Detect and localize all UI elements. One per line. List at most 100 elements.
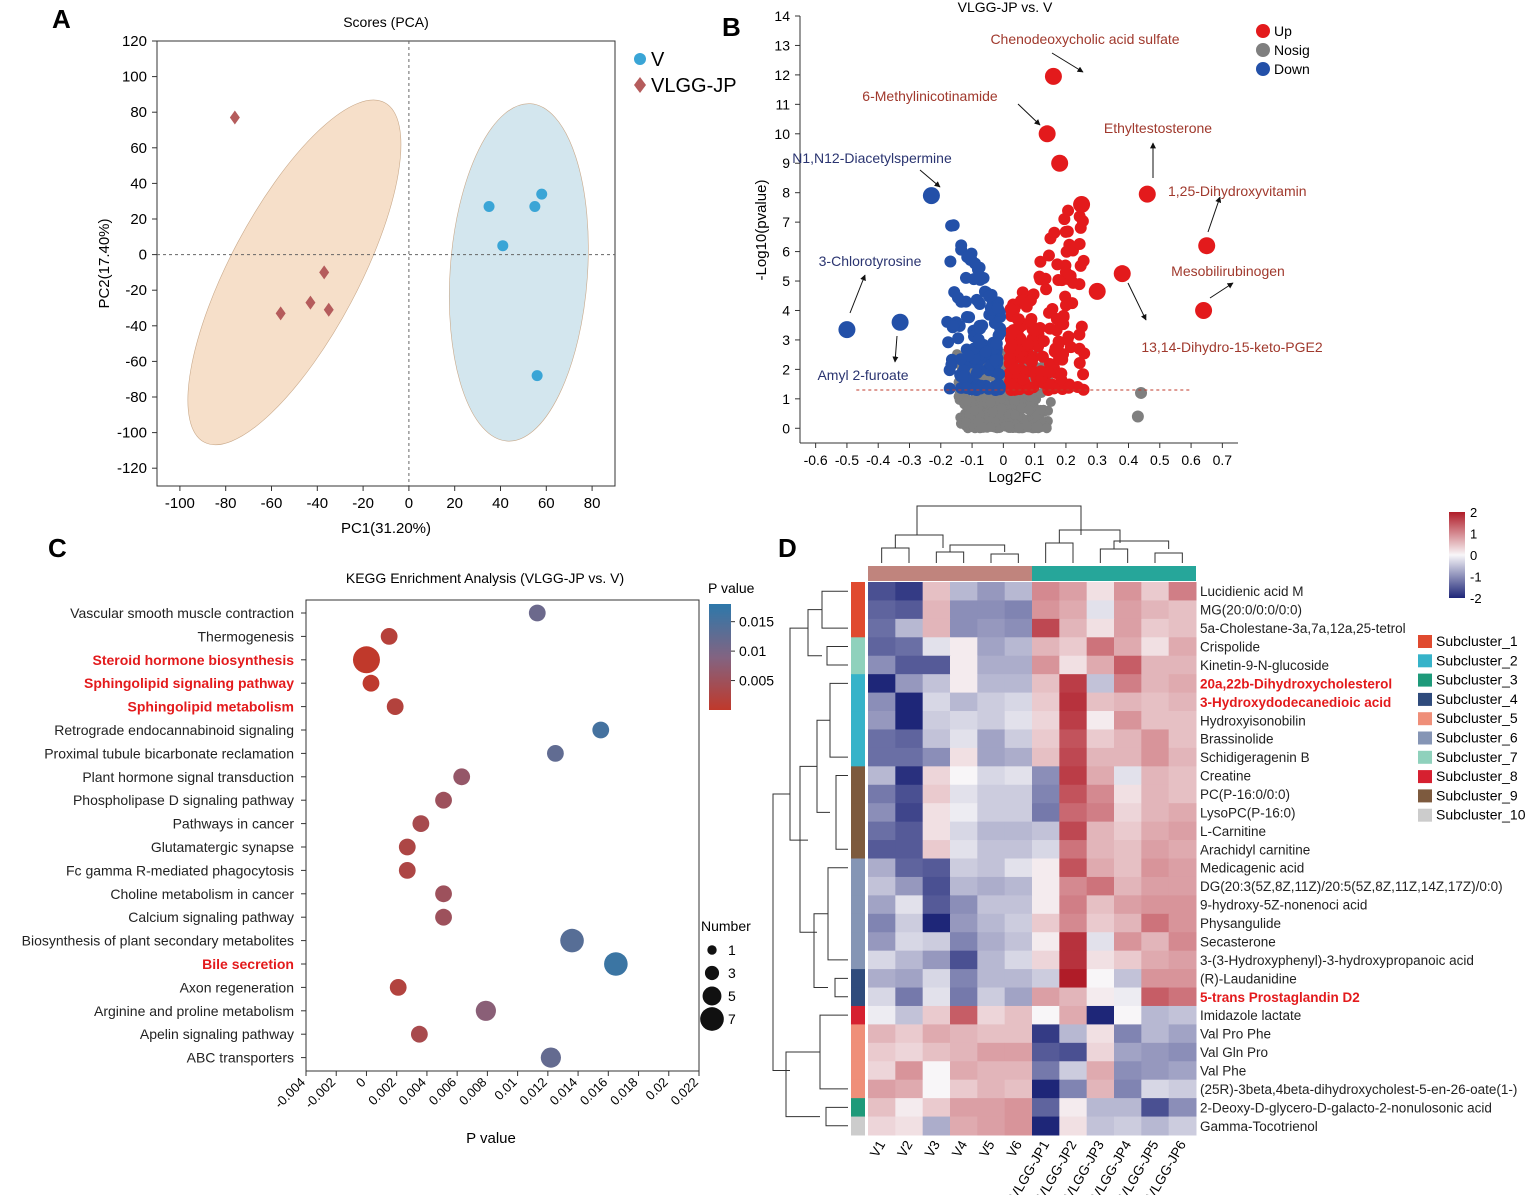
kegg-xtick-label: 0.012 (516, 1075, 550, 1109)
volcano-point-down (974, 273, 987, 286)
dendrogram-link (990, 553, 1019, 563)
pca-xtick-label: -20 (352, 495, 374, 512)
heatmap-cell (1032, 895, 1060, 915)
subcluster-legend-swatch (1418, 712, 1432, 726)
kegg-pathway-label: Plant hormone signal transduction (82, 769, 294, 785)
heatmap-cell (977, 876, 1006, 896)
volcano-point-up (1073, 356, 1086, 369)
heatmap-cell (1086, 858, 1115, 878)
kegg-colorbar-label: 0.015 (739, 614, 774, 630)
pca-xtick-label: 20 (446, 495, 463, 512)
volcano-point-nosig (960, 417, 971, 428)
heatmap-cell (950, 950, 978, 970)
heatmap-cell (1086, 821, 1115, 841)
volcano-ytick-label: 0 (782, 420, 790, 436)
heatmap-cell (1004, 858, 1033, 878)
heatmap-row-cluster (851, 637, 865, 657)
heatmap-cell (1086, 803, 1115, 823)
volcano-point-down (955, 239, 968, 252)
volcano-arrow (1207, 196, 1222, 233)
volcano-point-up (1051, 258, 1064, 271)
heatmap-cell (1141, 821, 1170, 841)
heatmap-cell (1114, 803, 1142, 823)
heatmap-row-label: Secasterone (1200, 934, 1276, 949)
heatmap-cell (1032, 637, 1060, 657)
pca-xtick-label: -100 (165, 495, 195, 512)
heatmap-cell (868, 729, 896, 749)
heatmap-cell (1114, 987, 1142, 1007)
heatmap-row-label: Imidazole lactate (1200, 1008, 1301, 1023)
pca-ellipse-1 (187, 99, 402, 446)
heatmap-row-label: 5a-Cholestane-3a,7a,12a,25-tetrol (1200, 621, 1406, 636)
heatmap-cell (1059, 1024, 1088, 1044)
kegg-pathway-label: Vascular smooth muscle contraction (70, 605, 294, 621)
heatmap-cell (922, 840, 951, 859)
pca-ytick-label: 40 (130, 175, 147, 192)
kegg-size-marker (707, 945, 717, 955)
kegg-pathway-label: Pathways in cancer (173, 816, 295, 832)
kegg-bubble (380, 628, 398, 645)
heatmap-cell (950, 913, 978, 933)
kegg-colorbar-label: 0.005 (739, 673, 774, 689)
heatmap-row-dendrogram (772, 590, 848, 1127)
volcano-ytick-label: 4 (782, 302, 790, 318)
heatmap-row-label: (R)-Laudanidine (1200, 971, 1297, 986)
heatmap-cell (868, 969, 896, 989)
volcano-point-up (1040, 283, 1053, 296)
volcano-ytick-label: 7 (782, 214, 790, 230)
pca-ytick-label: 60 (130, 140, 147, 157)
heatmap-cell (1168, 1024, 1197, 1044)
heatmap-cell (1032, 600, 1060, 620)
heatmap-cell (1141, 1098, 1170, 1118)
kegg-colorbar-label: 0.01 (739, 643, 766, 659)
heatmap-cell (868, 1079, 896, 1099)
heatmap-row-label: Val Pro Phe (1200, 1027, 1271, 1042)
heatmap-cell (868, 1116, 896, 1136)
heatmap-cell (1114, 637, 1142, 657)
heatmap-cell (1004, 618, 1033, 638)
kegg-xtick-label: 0.016 (577, 1075, 611, 1109)
heatmap-cell (868, 784, 896, 804)
kegg-bubble (352, 646, 380, 674)
heatmap-row-cluster (851, 1042, 865, 1062)
volcano-point-down (982, 382, 995, 395)
volcano-point-nosig (1045, 397, 1056, 408)
heatmap-group-bar-v (868, 566, 1032, 581)
heatmap-row-cluster (851, 729, 865, 749)
volcano-arrow (892, 335, 899, 363)
heatmap-cell (895, 969, 924, 989)
volcano-point-up (1007, 324, 1020, 337)
dendrogram-link (1154, 552, 1183, 563)
heatmap-cell (1141, 729, 1170, 749)
heatmap-cell (1004, 932, 1033, 952)
volcano-legend-label: Nosig (1274, 42, 1310, 58)
heatmap-cell (1032, 1061, 1060, 1081)
kegg-bubble (435, 908, 452, 926)
heatmap-cell (1141, 766, 1170, 786)
volcano-point-down (990, 337, 1003, 350)
volcano-point-up (1033, 270, 1046, 283)
heatmap-cell (1114, 674, 1142, 694)
heatmap-cell (1004, 711, 1033, 730)
volcano-point-up (1077, 254, 1090, 267)
heatmap-cell (868, 876, 896, 896)
heatmap-cell (1114, 692, 1142, 712)
heatmap-cell (1086, 1061, 1115, 1081)
volcano-point-up (1038, 125, 1056, 143)
pca-ytick-label: 20 (130, 211, 147, 228)
volcano-xtick-label: -0.4 (866, 452, 890, 468)
volcano-point-down (951, 291, 964, 304)
heatmap-cell (1086, 840, 1115, 859)
dendrogram-link (916, 505, 1082, 535)
kegg-title: KEGG Enrichment Analysis (VLGG-JP vs. V) (346, 570, 624, 586)
heatmap-cell (977, 969, 1006, 989)
heatmap-cell (1168, 747, 1197, 767)
heatmap-cell (1114, 1098, 1142, 1118)
volcano-point-up (1062, 204, 1075, 217)
kegg-bubble (547, 745, 564, 762)
heatmap-cell (1168, 729, 1197, 749)
pca-ellipse-0 (448, 103, 589, 442)
heatmap-cell (1141, 987, 1170, 1007)
volcano-point-up (1075, 320, 1088, 333)
heatmap-cell (1004, 729, 1033, 749)
